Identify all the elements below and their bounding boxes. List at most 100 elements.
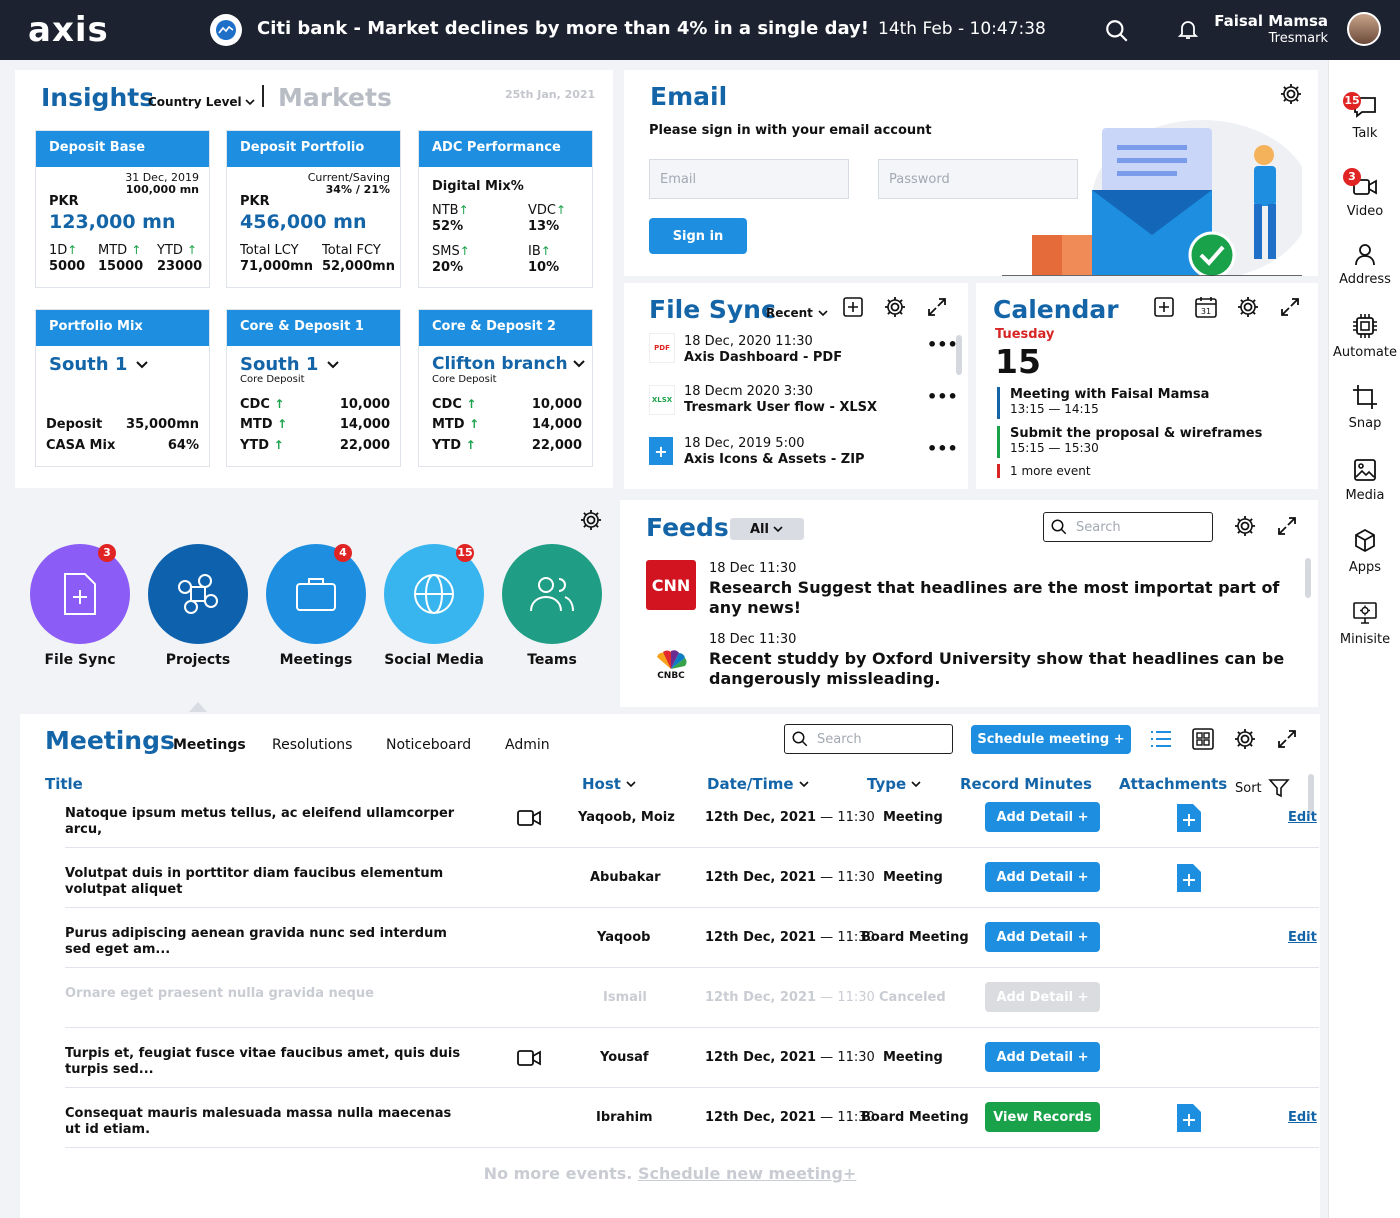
axis-logo[interactable]: axis xyxy=(28,10,109,50)
gear-icon[interactable] xyxy=(1233,514,1257,538)
adc-performance-card[interactable]: ADC Performance Digital Mix% NTB↑ 52% VD… xyxy=(418,130,593,288)
column-record-minutes[interactable]: Record Minutes xyxy=(960,775,1092,793)
column-type[interactable]: Type xyxy=(867,775,922,793)
avatar[interactable] xyxy=(1347,12,1381,46)
region-dropdown[interactable]: South 1 xyxy=(240,354,340,375)
calendar-icon[interactable]: 31 xyxy=(1194,295,1218,319)
app-circle[interactable] xyxy=(502,544,602,644)
table-row[interactable]: Purus adipiscing aenean gravida nunc sed… xyxy=(65,908,1319,968)
deposit-portfolio-card[interactable]: Deposit Portfolio Current/Saving 34% / 2… xyxy=(226,130,401,288)
app-circle[interactable] xyxy=(30,544,130,644)
column-host[interactable]: Host xyxy=(582,775,637,793)
file-item[interactable]: + 18 Dec, 2019 5:00 Axis Icons & Assets … xyxy=(649,435,958,475)
sidebar-item-talk[interactable]: Talk 15 xyxy=(1329,92,1400,141)
sidebar-item-minisite[interactable]: Minisite xyxy=(1329,600,1400,647)
file-item[interactable]: PDF 18 Dec, 2020 11:30 Axis Dashboard - … xyxy=(649,331,958,371)
add-event-icon[interactable] xyxy=(1153,296,1175,318)
add-detail-button[interactable]: Add Detail + xyxy=(985,862,1100,892)
edit-link[interactable]: Edit xyxy=(1288,810,1317,825)
calendar-event[interactable]: Meeting with Faisal Mamsa 13:15 — 14:15 xyxy=(997,387,1297,419)
expand-icon[interactable] xyxy=(1276,515,1298,537)
add-detail-button[interactable]: Add Detail + xyxy=(985,922,1100,952)
app-teams[interactable]: Teams xyxy=(502,544,602,668)
tab-noticeboard[interactable]: Noticeboard xyxy=(386,737,472,753)
table-row[interactable]: Turpis et, feugiat fusce vitae faucibus … xyxy=(65,1028,1319,1088)
tab-meetings[interactable]: Meetings xyxy=(173,737,246,753)
sign-in-button[interactable]: Sign in xyxy=(649,218,747,254)
gear-icon[interactable] xyxy=(1236,295,1260,319)
search-icon[interactable] xyxy=(1104,18,1130,44)
portfolio-mix-card[interactable]: Portfolio Mix South 1 Deposit 35,000mn C… xyxy=(35,309,210,467)
add-detail-button[interactable]: Add Detail + xyxy=(985,1042,1100,1072)
grid-view-icon[interactable] xyxy=(1191,727,1215,751)
meeting-title[interactable]: Volutpat duis in porttitor diam faucibus… xyxy=(65,866,444,897)
sidebar-item-automate[interactable]: Automate xyxy=(1329,313,1400,360)
column-title[interactable]: Title xyxy=(45,775,83,793)
column-datetime[interactable]: Date/Time xyxy=(707,775,810,793)
add-file-icon[interactable] xyxy=(842,296,864,318)
app-meetings[interactable]: 4 Meetings xyxy=(266,544,366,668)
attachment-add-icon[interactable] xyxy=(1177,1104,1201,1132)
region-dropdown[interactable]: South 1 xyxy=(49,354,149,375)
table-row[interactable]: Consequat mauris malesuada massa nulla m… xyxy=(65,1088,1319,1148)
sidebar-item-apps[interactable]: Apps xyxy=(1329,528,1400,575)
app-social-media[interactable]: 15 Social Media xyxy=(384,544,484,668)
more-events-link[interactable]: 1 more event xyxy=(997,464,1091,478)
core-deposit-2-card[interactable]: Core & Deposit 2 Clifton branch Core Dep… xyxy=(418,309,593,467)
table-row[interactable]: Natoque ipsum metus tellus, ac eleifend … xyxy=(65,788,1319,848)
expand-icon[interactable] xyxy=(1279,296,1301,318)
branch-dropdown[interactable]: Clifton branch xyxy=(432,354,586,374)
bell-icon[interactable] xyxy=(1176,17,1200,41)
tab-resolutions[interactable]: Resolutions xyxy=(272,737,353,753)
add-detail-button[interactable]: Add Detail + xyxy=(985,802,1100,832)
recent-filter-dropdown[interactable]: Recent xyxy=(766,306,829,320)
app-file-sync[interactable]: 3 File Sync xyxy=(30,544,130,668)
scrollbar[interactable] xyxy=(1308,774,1314,814)
gear-icon[interactable] xyxy=(1279,82,1303,106)
tab-admin[interactable]: Admin xyxy=(505,737,550,753)
meetings-search-input[interactable]: Search xyxy=(784,724,953,754)
gear-icon[interactable] xyxy=(883,295,907,319)
feed-search-input[interactable]: Search xyxy=(1043,512,1213,542)
feed-filter-dropdown[interactable]: All xyxy=(730,518,804,540)
scrollbar[interactable] xyxy=(956,335,962,375)
scrollbar[interactable] xyxy=(1305,558,1311,598)
column-attachments[interactable]: Attachments xyxy=(1119,775,1228,793)
country-level-dropdown[interactable]: Country Level xyxy=(148,95,256,109)
attachment-add-icon[interactable] xyxy=(1177,804,1201,832)
view-records-button[interactable]: View Records xyxy=(985,1102,1100,1132)
gear-icon[interactable] xyxy=(1233,727,1257,751)
feed-headline[interactable]: Recent studdy by Oxford University show … xyxy=(709,649,1285,688)
table-row[interactable]: Ornare eget praesent nulla gravida neque… xyxy=(65,968,1319,1028)
email-field[interactable]: Email xyxy=(649,159,849,199)
table-row[interactable]: Volutpat duis in porttitor diam faucibus… xyxy=(65,848,1319,908)
attachment-add-icon[interactable] xyxy=(1177,864,1201,892)
user-name[interactable]: Faisal Mamsa xyxy=(1214,12,1328,30)
schedule-new-meeting-link[interactable]: Schedule new meeting+ xyxy=(637,1164,857,1183)
list-view-icon[interactable] xyxy=(1149,728,1173,750)
markets-tab[interactable]: Markets xyxy=(278,83,392,112)
meeting-title[interactable]: Consequat mauris malesuada massa nulla m… xyxy=(65,1106,452,1137)
sidebar-item-media[interactable]: Media xyxy=(1329,458,1400,503)
app-projects[interactable]: Projects xyxy=(148,544,248,668)
sort-control[interactable]: Sort xyxy=(1235,777,1290,799)
feed-headline[interactable]: Research Suggest that headlines are the … xyxy=(709,578,1280,617)
expand-icon[interactable] xyxy=(926,296,948,318)
sidebar-item-video[interactable]: Video 3 xyxy=(1329,168,1400,219)
news-ticker[interactable]: Citi bank - Market declines by more than… xyxy=(257,18,869,39)
sidebar-item-address[interactable]: Address xyxy=(1329,242,1400,287)
more-options-icon[interactable]: ••• xyxy=(927,335,958,354)
meeting-title[interactable]: Turpis et, feugiat fusce vitae faucibus … xyxy=(65,1046,461,1077)
expand-icon[interactable] xyxy=(1276,728,1298,750)
edit-link[interactable]: Edit xyxy=(1288,930,1317,945)
insights-title[interactable]: Insights xyxy=(41,83,155,112)
password-field[interactable]: Password xyxy=(878,159,1078,199)
video-icon[interactable] xyxy=(516,1048,542,1068)
core-deposit-1-card[interactable]: Core & Deposit 1 South 1 Core Deposit CD… xyxy=(226,309,401,467)
meeting-title[interactable]: Purus adipiscing aenean gravida nunc sed… xyxy=(65,926,447,957)
app-circle[interactable] xyxy=(148,544,248,644)
gear-icon[interactable] xyxy=(579,508,603,532)
app-circle[interactable] xyxy=(266,544,366,644)
meeting-title[interactable]: Natoque ipsum metus tellus, ac eleifend … xyxy=(65,806,455,837)
edit-link[interactable]: Edit xyxy=(1288,1110,1317,1125)
